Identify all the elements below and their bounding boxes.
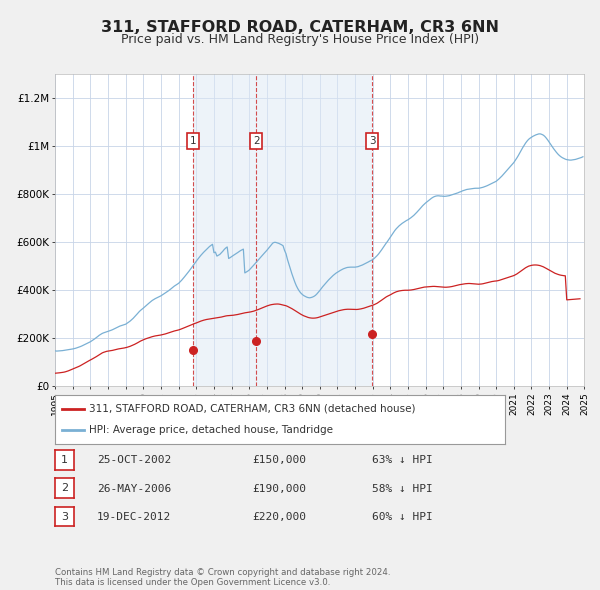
Text: 3: 3 [61, 512, 68, 522]
Text: 1: 1 [190, 136, 196, 146]
Bar [193, 74, 256, 386]
Text: 311, STAFFORD ROAD, CATERHAM, CR3 6NN: 311, STAFFORD ROAD, CATERHAM, CR3 6NN [101, 20, 499, 35]
Text: 311, STAFFORD ROAD, CATERHAM, CR3 6NN (detached house): 311, STAFFORD ROAD, CATERHAM, CR3 6NN (d… [89, 404, 415, 414]
Text: 2: 2 [253, 136, 260, 146]
Text: 60% ↓ HPI: 60% ↓ HPI [372, 512, 433, 522]
Text: £220,000: £220,000 [252, 512, 306, 522]
Text: 63% ↓ HPI: 63% ↓ HPI [372, 455, 433, 465]
Text: HPI: Average price, detached house, Tandridge: HPI: Average price, detached house, Tand… [89, 425, 333, 435]
Text: Contains HM Land Registry data © Crown copyright and database right 2024.
This d: Contains HM Land Registry data © Crown c… [55, 568, 391, 587]
Text: £190,000: £190,000 [252, 484, 306, 493]
Text: 19-DEC-2012: 19-DEC-2012 [97, 512, 172, 522]
Text: 25-OCT-2002: 25-OCT-2002 [97, 455, 172, 465]
Text: £150,000: £150,000 [252, 455, 306, 465]
Text: 3: 3 [369, 136, 376, 146]
Text: 2: 2 [61, 483, 68, 493]
Bar [256, 74, 372, 386]
Text: Price paid vs. HM Land Registry's House Price Index (HPI): Price paid vs. HM Land Registry's House … [121, 33, 479, 46]
Text: 58% ↓ HPI: 58% ↓ HPI [372, 484, 433, 493]
Text: 26-MAY-2006: 26-MAY-2006 [97, 484, 172, 493]
Text: 1: 1 [61, 455, 68, 465]
